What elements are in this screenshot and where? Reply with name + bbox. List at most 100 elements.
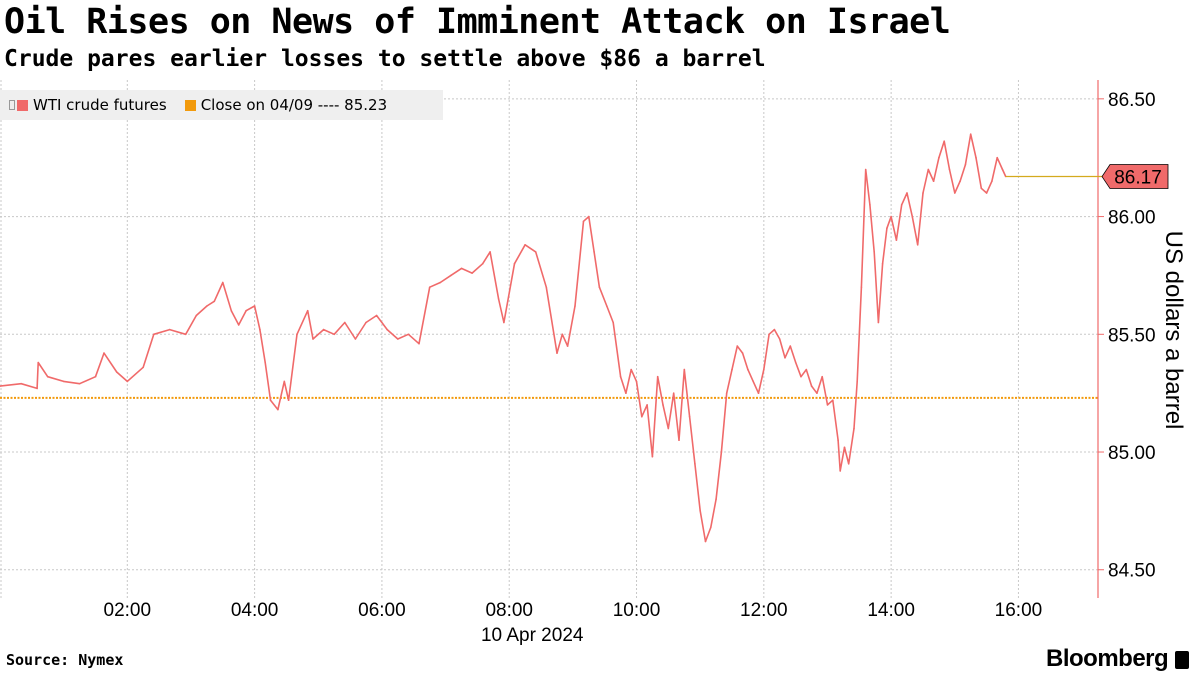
axis-layer: 84.50 85.00 85.50 86.00 86.50 02:00 04:00 06:00…: [104, 80, 1169, 646]
data-point-wti: [428, 286, 431, 289]
data-point-wti: [312, 338, 314, 340]
data-point-wti: [916, 244, 919, 246]
data-point-wti: [839, 470, 841, 472]
data-point-wti: [763, 368, 765, 371]
data-point-wti: [253, 305, 256, 307]
data-point-wti: [794, 361, 797, 364]
data-point-wti: [277, 408, 279, 411]
grid-layer: [0, 80, 1098, 598]
data-point-wti: [821, 375, 823, 378]
legend-handle-icon[interactable]: [9, 100, 15, 110]
data-point-wti: [62, 380, 65, 383]
data-point-wti: [881, 262, 884, 265]
data-point-wti: [725, 392, 728, 395]
data-point-wti: [943, 140, 945, 142]
data-point-wti: [826, 404, 829, 406]
x-tick-label: 06:00: [358, 600, 406, 621]
data-point-wti: [699, 510, 701, 512]
y-tick-label: 84.50: [1108, 561, 1156, 582]
data-point-wti: [704, 540, 707, 543]
data-point-wti: [230, 309, 233, 312]
x-axis-date-label: 10 Apr 2024: [481, 625, 584, 646]
data-point-wti: [757, 392, 760, 395]
legend-label-close: Close on 04/09 ---- 85.23: [200, 96, 388, 114]
data-point-wti: [168, 328, 171, 331]
data-point-wti: [856, 380, 858, 383]
data-point-wti: [545, 286, 548, 289]
data-point-wti: [900, 204, 903, 206]
data-point-wti: [932, 180, 935, 182]
data-point-wti: [306, 309, 309, 312]
data-point-wti: [736, 345, 739, 347]
y-axis-label: US dollars a barrel: [1160, 230, 1187, 430]
data-point-wti: [37, 361, 39, 364]
x-tick-label: 14:00: [867, 600, 915, 621]
data-point-wti: [450, 274, 452, 277]
data-point-wti: [773, 328, 776, 331]
x-tick-label: 10:00: [613, 600, 661, 621]
data-point-wti: [672, 392, 675, 395]
data-point-wti: [843, 446, 846, 449]
data-point-wti: [784, 357, 786, 359]
data-point-wti: [503, 321, 505, 324]
data-point-wti: [94, 375, 97, 378]
data-point-wti: [36, 387, 38, 390]
data-point-wti: [980, 187, 983, 190]
y-tick-label: 86.50: [1108, 90, 1156, 111]
data-point-wti: [805, 368, 808, 371]
last-value-label: 86.17: [1114, 168, 1162, 189]
data-point-wti: [985, 192, 988, 194]
data-point-wti: [20, 382, 23, 385]
data-point-wti: [964, 164, 967, 166]
data-point-wti: [922, 192, 924, 194]
data-point-wti: [890, 215, 892, 218]
data-point-wti: [283, 380, 286, 383]
data-point-wti: [635, 380, 638, 383]
series-layer: [0, 133, 1007, 543]
data-point-wti: [778, 338, 781, 340]
data-point-wti: [354, 338, 357, 340]
data-point-wti: [534, 251, 537, 253]
chart-title: Oil Rises on News of Imminent Attack on …: [4, 2, 951, 42]
data-point-wti: [847, 463, 850, 465]
data-point-wti: [481, 262, 484, 265]
data-point-wti: [877, 321, 880, 324]
data-point-wti: [895, 239, 898, 241]
data-point-wti: [344, 321, 346, 324]
data-point-wti: [741, 352, 744, 354]
data-point-wti: [126, 380, 129, 383]
data-point-wti: [333, 333, 336, 336]
data-point-wti: [810, 385, 813, 387]
data-point-wti: [296, 333, 298, 336]
data-point-wti: [630, 368, 632, 371]
data-point-wti: [625, 392, 627, 395]
data-point-wti: [524, 244, 526, 246]
data-point-wti: [694, 463, 696, 465]
data-point-wti: [975, 156, 977, 159]
data-point-wti: [460, 267, 463, 270]
data-point-wti: [259, 328, 261, 331]
bloomberg-terminal-icon: [1175, 651, 1190, 669]
data-point-wti: [264, 361, 267, 364]
data-point-wti: [873, 251, 875, 253]
data-point-wti: [115, 371, 118, 373]
brand-logo: Bloomberg: [1046, 645, 1190, 673]
data-point-wti: [906, 192, 908, 194]
data-point-wti: [678, 439, 680, 442]
legend-swatch-wti: [17, 99, 28, 111]
data-point-wti: [46, 375, 49, 378]
data-point-wti: [489, 251, 491, 253]
data-point-wti: [78, 382, 81, 385]
data-point-wti: [752, 380, 754, 383]
data-point-wti: [593, 251, 595, 253]
data-point-wti: [513, 262, 516, 265]
data-point-wti: [683, 368, 686, 371]
y-tick-label: 85.00: [1108, 443, 1156, 464]
data-point-wti: [991, 180, 993, 182]
data-point-wti: [768, 333, 770, 336]
y-tick-label: 85.50: [1108, 325, 1156, 346]
data-point-wti: [0, 385, 1, 387]
legend-item-close: Close on 04/09 ---- 85.23: [184, 96, 388, 114]
data-point-wti: [471, 272, 473, 274]
data-point-wti: [869, 204, 871, 206]
